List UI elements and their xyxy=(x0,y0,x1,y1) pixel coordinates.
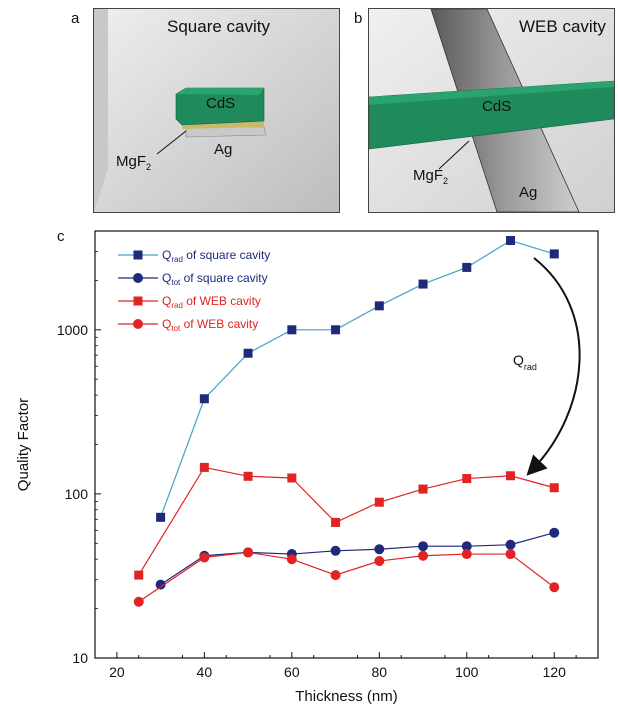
x-tick-label: 60 xyxy=(284,664,300,680)
data-point xyxy=(331,325,340,334)
legend-q: Q xyxy=(162,317,171,331)
legend-label: Qtot of square cavity xyxy=(162,271,268,287)
data-point xyxy=(331,570,341,580)
data-point xyxy=(156,513,165,522)
data-point xyxy=(244,472,253,481)
legend-marker xyxy=(133,319,143,329)
legend-text: of square cavity xyxy=(180,271,267,285)
data-point xyxy=(418,551,428,561)
y-tick-label: 10 xyxy=(72,650,88,666)
data-point xyxy=(287,473,296,482)
legend-sub: rad xyxy=(171,255,183,264)
legend-label: Qtot of WEB cavity xyxy=(162,317,258,333)
data-point xyxy=(506,471,515,480)
data-point xyxy=(200,394,209,403)
data-point xyxy=(419,485,428,494)
data-point xyxy=(374,544,384,554)
data-point xyxy=(550,483,559,492)
data-point xyxy=(549,582,559,592)
data-point xyxy=(506,549,516,559)
data-point xyxy=(287,554,297,564)
legend-label: Qrad of square cavity xyxy=(162,248,270,264)
qrad-arrow xyxy=(532,258,580,470)
legend-q: Q xyxy=(162,271,171,285)
legend-text: of WEB cavity xyxy=(183,294,261,308)
y-tick-label: 1000 xyxy=(57,322,88,338)
data-point xyxy=(462,549,472,559)
series-line xyxy=(161,533,555,585)
qrad-annotation: Qrad xyxy=(513,352,537,372)
x-tick-label: 80 xyxy=(372,664,388,680)
x-tick-label: 40 xyxy=(197,664,213,680)
data-point xyxy=(200,463,209,472)
qrad-annotation-sub: rad xyxy=(524,362,537,372)
legend-sub: rad xyxy=(171,301,183,310)
y-axis-title: Quality Factor xyxy=(15,398,32,491)
data-point xyxy=(506,540,516,550)
legend-text: of square cavity xyxy=(183,248,270,262)
x-tick-label: 20 xyxy=(109,664,125,680)
x-tick-label: 120 xyxy=(543,664,567,680)
data-point xyxy=(374,556,384,566)
data-point xyxy=(462,263,471,272)
data-point xyxy=(506,236,515,245)
x-tick-label: 100 xyxy=(455,664,479,680)
legend-text: of WEB cavity xyxy=(180,317,258,331)
data-point xyxy=(419,280,428,289)
legend-marker xyxy=(133,273,143,283)
data-point xyxy=(418,541,428,551)
data-point xyxy=(134,597,144,607)
legend-label: Qrad of WEB cavity xyxy=(162,294,261,310)
legend-marker xyxy=(134,297,143,306)
data-point xyxy=(244,349,253,358)
data-point xyxy=(462,474,471,483)
legend-marker xyxy=(134,251,143,260)
data-point xyxy=(134,571,143,580)
data-point xyxy=(550,249,559,258)
data-point xyxy=(243,547,253,557)
x-axis-title: Thickness (nm) xyxy=(295,688,398,705)
data-point xyxy=(331,518,340,527)
data-point xyxy=(375,498,384,507)
legend-q: Q xyxy=(162,294,171,308)
data-point xyxy=(549,528,559,538)
qrad-annotation-main: Q xyxy=(513,352,524,368)
data-point xyxy=(199,552,209,562)
data-point xyxy=(287,325,296,334)
legend-q: Q xyxy=(162,248,171,262)
data-point xyxy=(375,301,384,310)
data-point xyxy=(331,546,341,556)
y-tick-label: 100 xyxy=(65,486,89,502)
